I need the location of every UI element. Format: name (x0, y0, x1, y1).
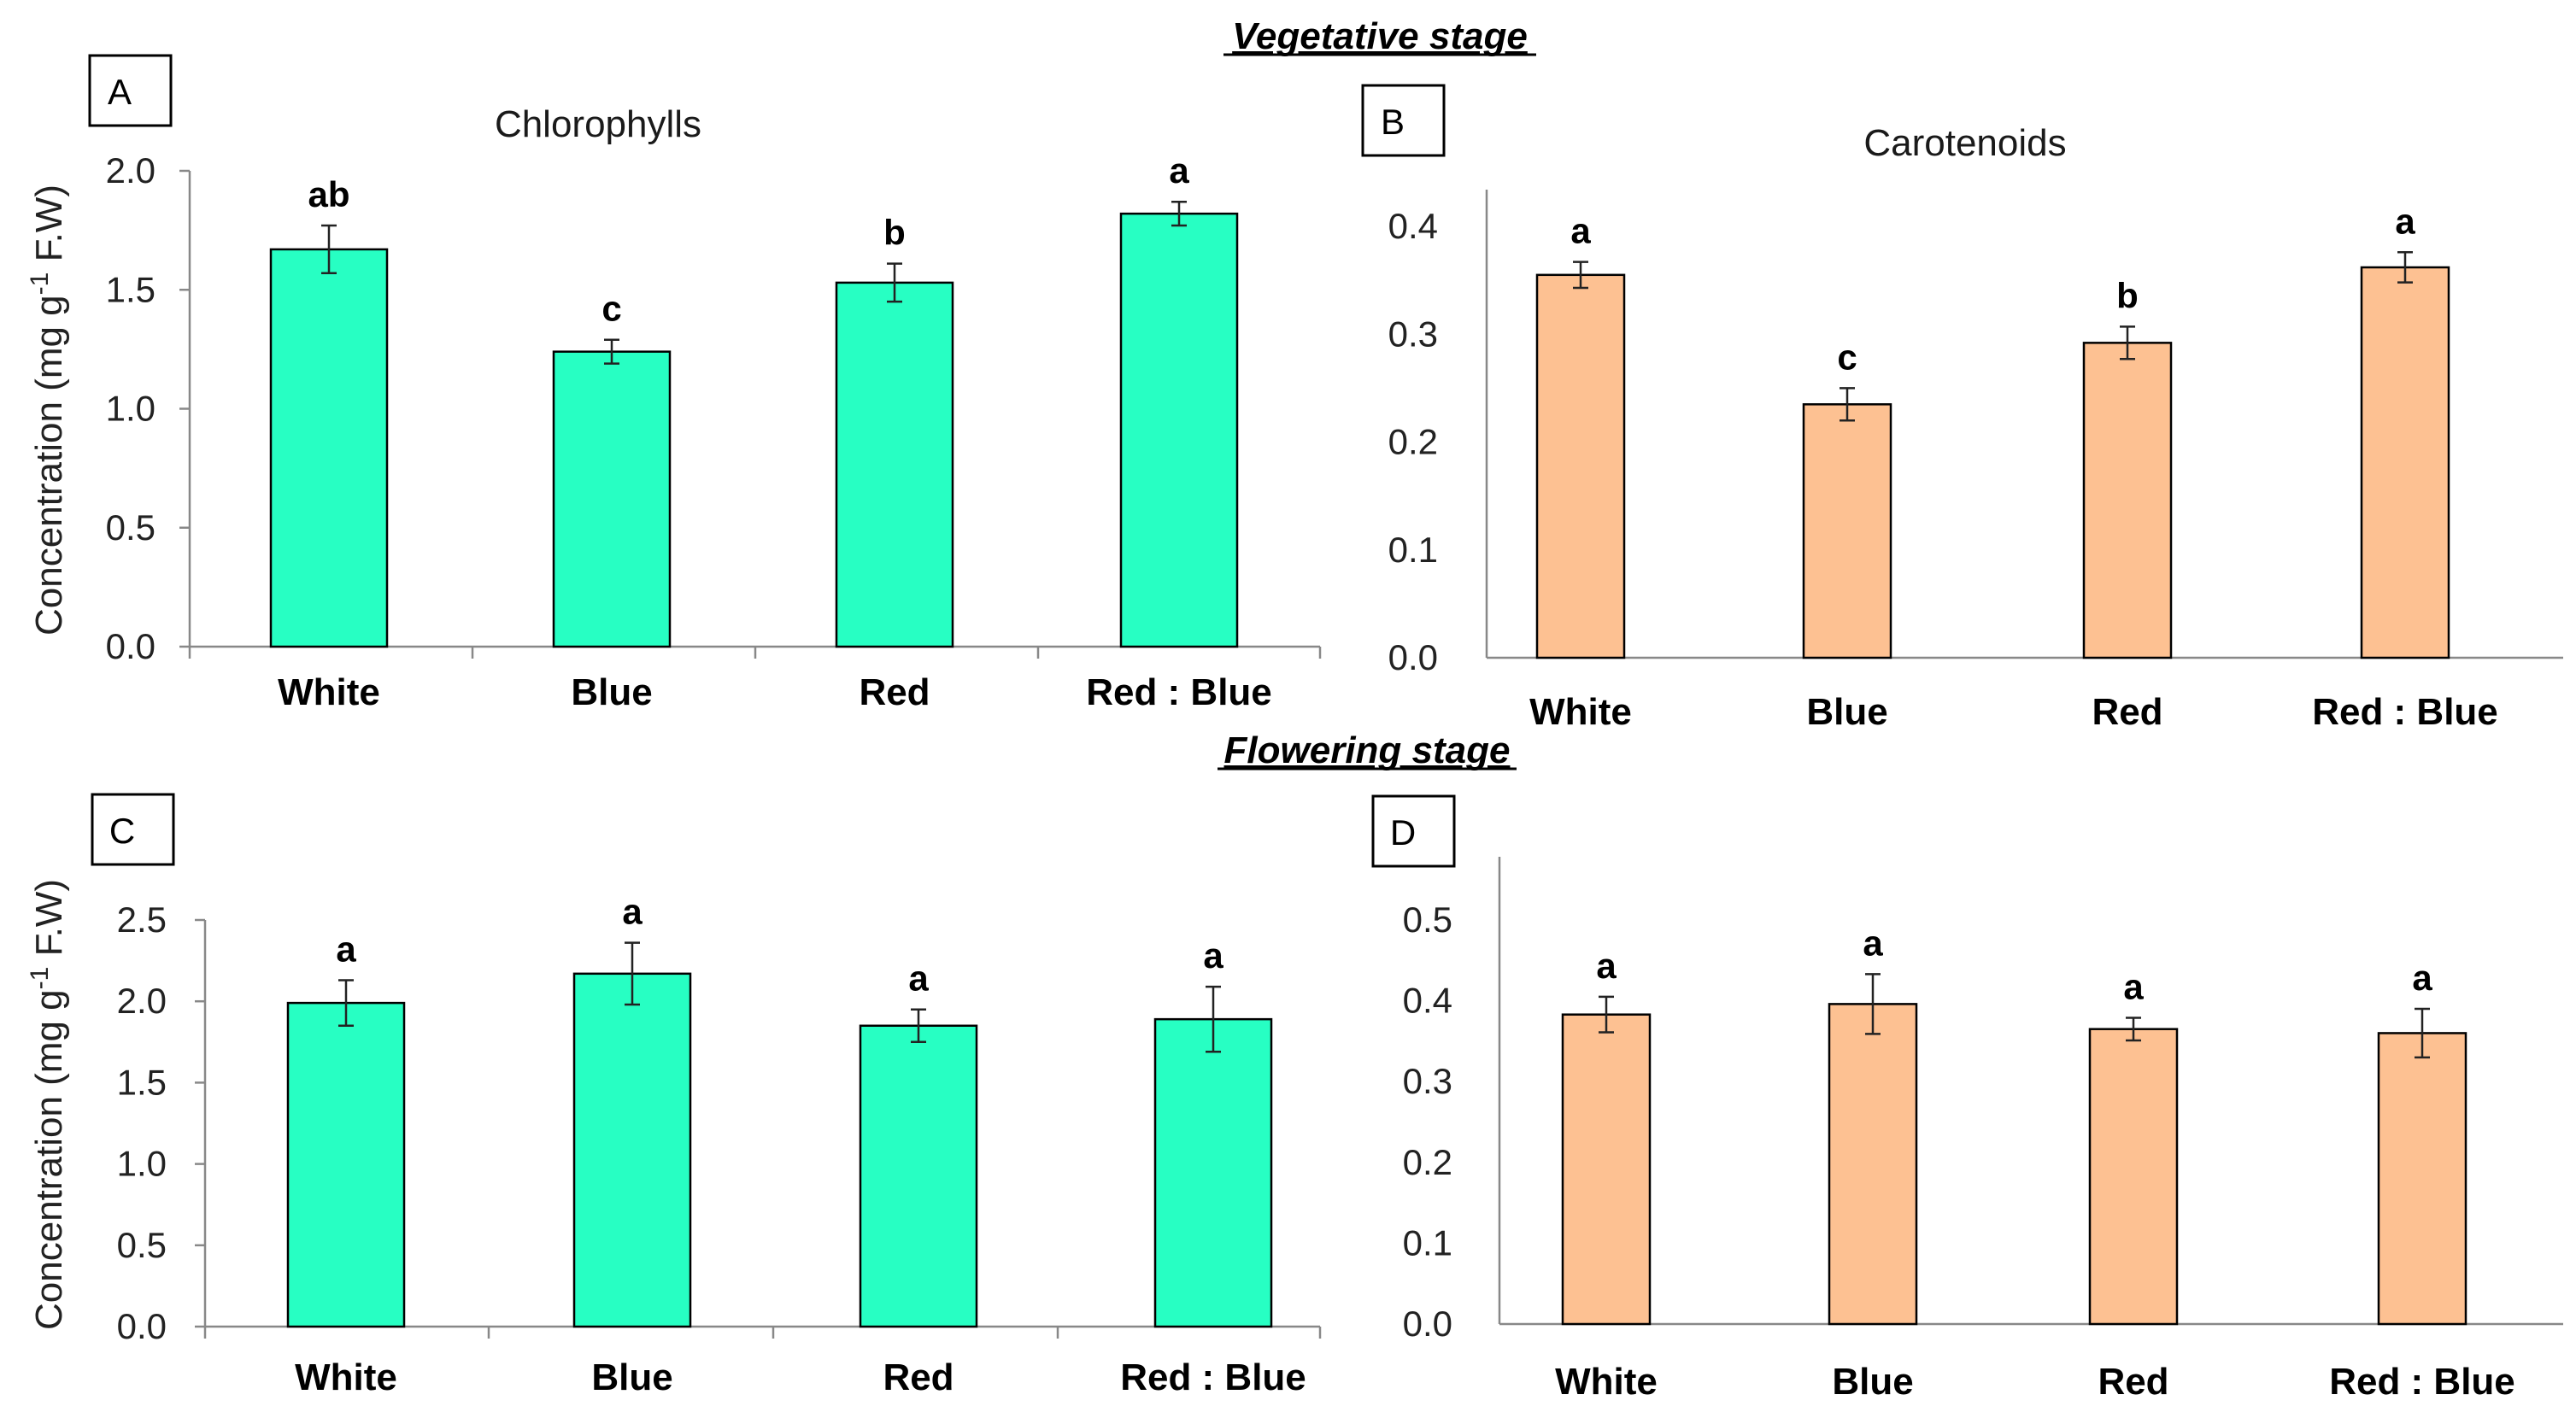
panel-c-y-tick-label: 2.5 (117, 899, 167, 940)
panel-a-bar-1 (269, 248, 389, 648)
panel-c-category-label-2: Blue (591, 1356, 672, 1398)
panel-a-y-tick-label: 1.5 (106, 269, 155, 309)
panel-d-significance-2: a (1863, 923, 1883, 963)
panel-d-label-box (1371, 794, 1456, 868)
panel-d-y-tick-label: 0.1 (1403, 1222, 1452, 1263)
panel-a-y-tick-label: 0.5 (106, 507, 155, 548)
panel-a-bar-4 (1119, 212, 1239, 648)
panel-b-significance-4: a (2395, 201, 2415, 241)
panel-a-y-tick-label: 2.0 (106, 150, 155, 190)
panel-c-bar-3 (859, 1024, 978, 1328)
panel-b-y-tick-label: 0.1 (1388, 530, 1438, 570)
panel-b-category-label-2: Blue (1806, 691, 1887, 733)
panel-c-chlorophylls-flowering: C 0.0 0.5 1.0 1.5 2.0 2.5 Concentration (mg g-1… (26, 793, 1322, 1398)
panel-a-category-label-4: Red : Blue (1086, 671, 1272, 713)
panel-a-significance-4: a (1169, 150, 1189, 190)
panel-c-y-tick-label: 0.0 (117, 1306, 167, 1346)
panel-a-category-label-2: Blue (571, 671, 652, 713)
panel-d-category-label-3: Red (2098, 1361, 2168, 1403)
panel-d-y-tick-label: 0.3 (1403, 1061, 1452, 1101)
panel-c-y-tick-label: 1.0 (117, 1144, 167, 1184)
panel-d-significance-3: a (2123, 966, 2144, 1006)
panel-a-category-label-1: White (278, 671, 380, 713)
panel-c-y-tick-label: 1.5 (117, 1062, 167, 1102)
panel-b-bar-1 (1535, 273, 1626, 659)
panel-b-title: Carotenoids (1863, 122, 2066, 164)
panel-d-category-label-4: Red : Blue (2329, 1361, 2515, 1403)
panel-b-bar-2 (1802, 403, 1892, 659)
panel-c-y-tick-label: 2.0 (117, 981, 167, 1021)
panel-b-y-tick-label: 0.0 (1388, 637, 1438, 677)
panel-c-significance-4: a (1203, 935, 1223, 976)
panel-d-bar-3 (2088, 1028, 2179, 1326)
panel-d-y-tick-label: 0.4 (1403, 981, 1452, 1021)
panel-c-y-axis-label: Concentration (mg g-1 F.W) (26, 879, 70, 1330)
panel-b-y-tick-label: 0.2 (1388, 422, 1438, 462)
y-axis-label-main: Concentration (mg g (28, 989, 70, 1330)
panel-b-bar-4 (2360, 266, 2450, 659)
panel-c-label: C (109, 811, 135, 851)
panel-a-chlorophylls-vegetative: A Chlorophylls 0.0 0.5 1.0 1.5 2.0 Concentratio… (26, 54, 1322, 713)
y-axis-label-superscript: -1 (26, 967, 54, 990)
panel-a-y-tick-label: 0.0 (106, 626, 155, 666)
panel-d-significance-4: a (2412, 958, 2432, 998)
panel-c-significance-1: a (336, 929, 356, 969)
panel-a-label-box (88, 54, 173, 127)
panel-b-y-tick-label: 0.4 (1388, 206, 1438, 246)
panel-b-significance-2: c (1837, 337, 1857, 377)
panel-b-significance-1: a (1570, 211, 1591, 251)
panel-c-significance-3: a (908, 958, 929, 999)
panel-c-bar-2 (572, 972, 692, 1328)
panel-b-bar-3 (2082, 342, 2173, 659)
panel-d-y-tick-label: 0.2 (1403, 1142, 1452, 1182)
panel-a-bar-2 (552, 350, 672, 648)
vegetative-stage-title: Vegetative stage (1232, 15, 1528, 57)
panel-d-bar-2 (1828, 1003, 1918, 1326)
panel-c-label-box (91, 793, 175, 866)
panel-d-significance-1: a (1596, 946, 1617, 986)
panel-d-category-label-2: Blue (1832, 1361, 1913, 1403)
y-axis-label-unit: F.W) (28, 879, 70, 967)
panel-d-y-tick-label: 0.0 (1403, 1304, 1452, 1344)
panel-c-bar-1 (286, 1001, 406, 1328)
panel-b-significance-3: b (2116, 275, 2139, 315)
panel-b-y-tick-label: 0.3 (1388, 313, 1438, 354)
panel-b-category-label-3: Red (2092, 691, 2162, 733)
panel-d-y-tick-label: 0.5 (1403, 899, 1452, 940)
panel-a-category-label-3: Red (859, 671, 930, 713)
panel-b-label-box (1361, 84, 1446, 157)
panel-a-y-tick-label: 1.0 (106, 389, 155, 429)
panel-d-category-label-1: White (1555, 1361, 1658, 1403)
panel-a-significance-3: b (883, 213, 906, 253)
panel-d-label: D (1390, 812, 1416, 853)
panel-a-title: Chlorophylls (495, 103, 701, 145)
panel-a-significance-1: ab (308, 174, 349, 214)
panel-a-label: A (108, 72, 132, 112)
panel-d-bar-1 (1561, 1013, 1652, 1326)
y-axis-label-main: Concentration (mg g (28, 295, 70, 636)
panel-b-category-label-4: Red : Blue (2312, 691, 2498, 733)
panel-c-category-label-3: Red (883, 1356, 954, 1398)
panel-d-carotenoids-flowering: D 0.0 0.1 0.2 0.3 0.4 0.5 a White a Blue a Red a Red :… (1371, 794, 2563, 1403)
panel-b-category-label-1: White (1529, 691, 1632, 733)
panel-b-label: B (1381, 102, 1405, 142)
panel-a-bar-3 (835, 281, 954, 648)
panel-c-y-tick-label: 0.5 (117, 1225, 167, 1265)
panel-a-y-axis-label: Concentration (mg g-1 F.W) (26, 185, 70, 636)
y-axis-label-superscript: -1 (26, 272, 54, 296)
panel-c-category-label-1: White (295, 1356, 397, 1398)
panel-c-category-label-4: Red : Blue (1120, 1356, 1306, 1398)
panel-d-bar-4 (2377, 1032, 2467, 1326)
y-axis-label-unit: F.W) (28, 185, 70, 272)
flowering-stage-title: Flowering stage (1224, 730, 1511, 771)
panel-c-bar-4 (1153, 1017, 1273, 1328)
panel-a-significance-2: c (601, 289, 621, 329)
panel-b-carotenoids-vegetative: B Carotenoids 0.0 0.1 0.2 0.3 0.4 a White c Blue b R… (1361, 84, 2563, 733)
panel-c-significance-2: a (622, 892, 643, 932)
